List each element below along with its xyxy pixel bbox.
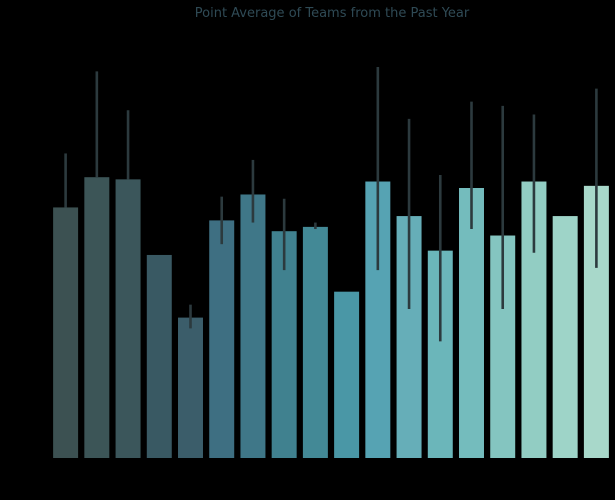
- bar: [53, 207, 79, 458]
- bar: [459, 188, 484, 458]
- chart-title: Point Average of Teams from the Past Yea…: [195, 6, 470, 21]
- bar: [209, 220, 235, 458]
- bar: [302, 226, 328, 458]
- bar: [240, 194, 266, 459]
- bars-group: [53, 177, 609, 459]
- bar: [84, 177, 110, 458]
- bar: [552, 216, 578, 458]
- bar: [334, 291, 360, 458]
- bar: [146, 254, 172, 458]
- bar: [115, 179, 141, 459]
- bar: [178, 317, 203, 458]
- error-bars-group: [64, 67, 598, 342]
